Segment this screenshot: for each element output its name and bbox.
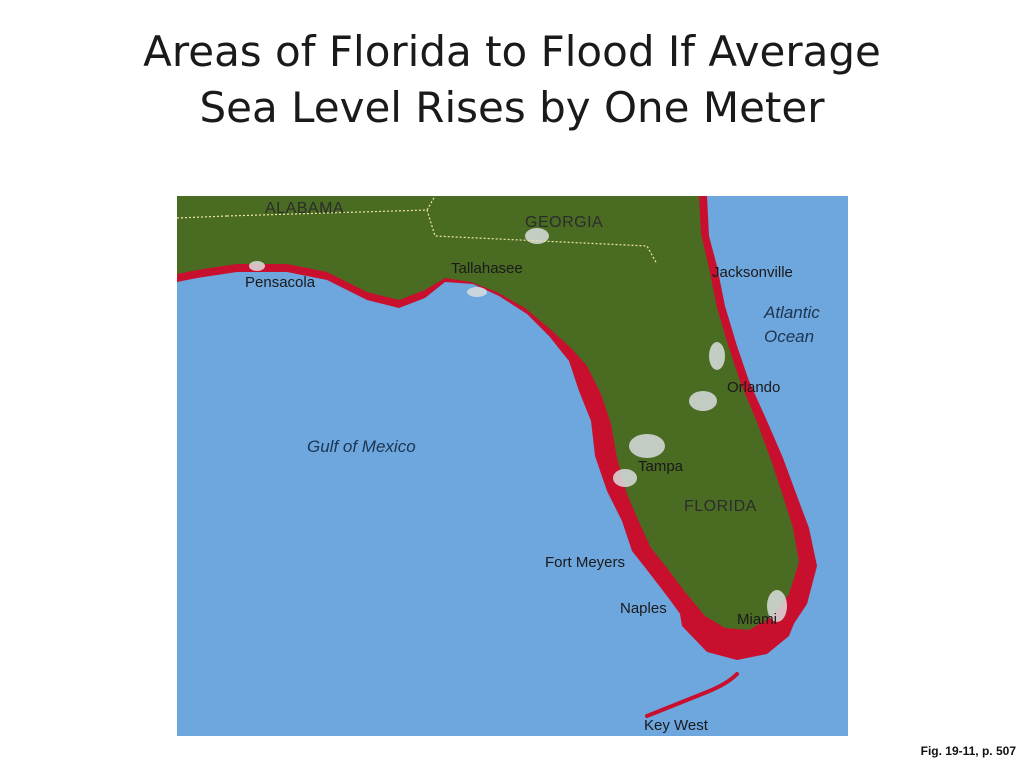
- florida-keys: [645, 672, 739, 718]
- label-atlantic-line-1: Atlantic: [763, 303, 820, 322]
- title-line-2: Sea Level Rises by One Meter: [199, 83, 825, 132]
- label-pensacola: Pensacola: [245, 274, 316, 291]
- label-alabama: ALABAMA: [265, 200, 344, 217]
- label-florida: FLORIDA: [684, 498, 757, 515]
- label-tampa: Tampa: [638, 458, 684, 475]
- label-tallahassee: Tallahasee: [451, 260, 523, 277]
- label-orlando: Orlando: [727, 379, 780, 396]
- slide-title: Areas of Florida to Flood If Average Sea…: [0, 24, 1024, 136]
- label-gulf-of-mexico: Gulf of Mexico: [307, 437, 416, 456]
- land-area: [177, 196, 799, 630]
- figure-caption: Fig. 19-11, p. 507: [920, 744, 1016, 758]
- label-georgia: GEORGIA: [525, 214, 603, 231]
- title-line-1: Areas of Florida to Flood If Average: [143, 27, 881, 76]
- state-borders: [177, 196, 658, 265]
- urban-areas: [249, 228, 787, 622]
- label-jacksonville: Jacksonville: [712, 264, 793, 281]
- florida-flood-map: ALABAMA GEORGIA FLORIDA Pensacola Tallah…: [177, 196, 848, 736]
- label-key-west: Key West: [644, 717, 709, 734]
- label-miami: Miami: [737, 611, 777, 628]
- label-naples: Naples: [620, 600, 667, 617]
- everglades-flood-zone: [677, 596, 797, 660]
- label-atlantic-line-2: Ocean: [764, 327, 814, 346]
- label-fort-meyers: Fort Meyers: [545, 554, 625, 571]
